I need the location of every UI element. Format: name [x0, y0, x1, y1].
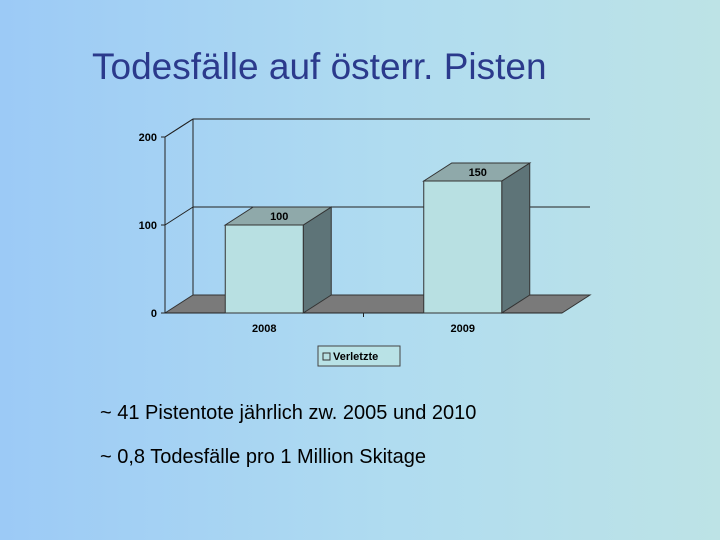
- bar-side-2008: [302, 206, 332, 314]
- bar-side-2009: [501, 162, 531, 314]
- data-label-2009: 150: [469, 167, 487, 179]
- data-label-2008: 100: [270, 211, 288, 223]
- y-tick-label-1: 100: [139, 220, 157, 232]
- bullet-pistentote: ~ 41 Pistentote jährlich zw. 2005 und 20…: [100, 402, 477, 424]
- bar-2008: [224, 224, 304, 314]
- legend-swatch: [322, 352, 331, 361]
- legend-label: Verletzte: [333, 351, 378, 363]
- x-tick-label-2009: 2009: [451, 323, 475, 335]
- legend-box: [317, 345, 401, 367]
- bar-2009: [423, 180, 503, 314]
- gridline-diag-1: [164, 206, 194, 226]
- chart-legend: Verletzte: [317, 345, 401, 367]
- y-tick-label-0: 0: [151, 308, 157, 320]
- x-tick-label-2008: 2008: [252, 323, 276, 335]
- y-tick-label-2: 200: [139, 132, 157, 144]
- chart-bars: 100 150: [223, 162, 532, 314]
- bar-chart: 0 100 200 2008 2009 100 150 Verletzte: [139, 118, 592, 367]
- slide-title: Todesfälle auf österr. Pisten: [92, 46, 547, 87]
- gridline-diag-2: [164, 118, 194, 138]
- bullet-todesfaelle-skitage: ~ 0,8 Todesfälle pro 1 Million Skitage: [100, 446, 426, 468]
